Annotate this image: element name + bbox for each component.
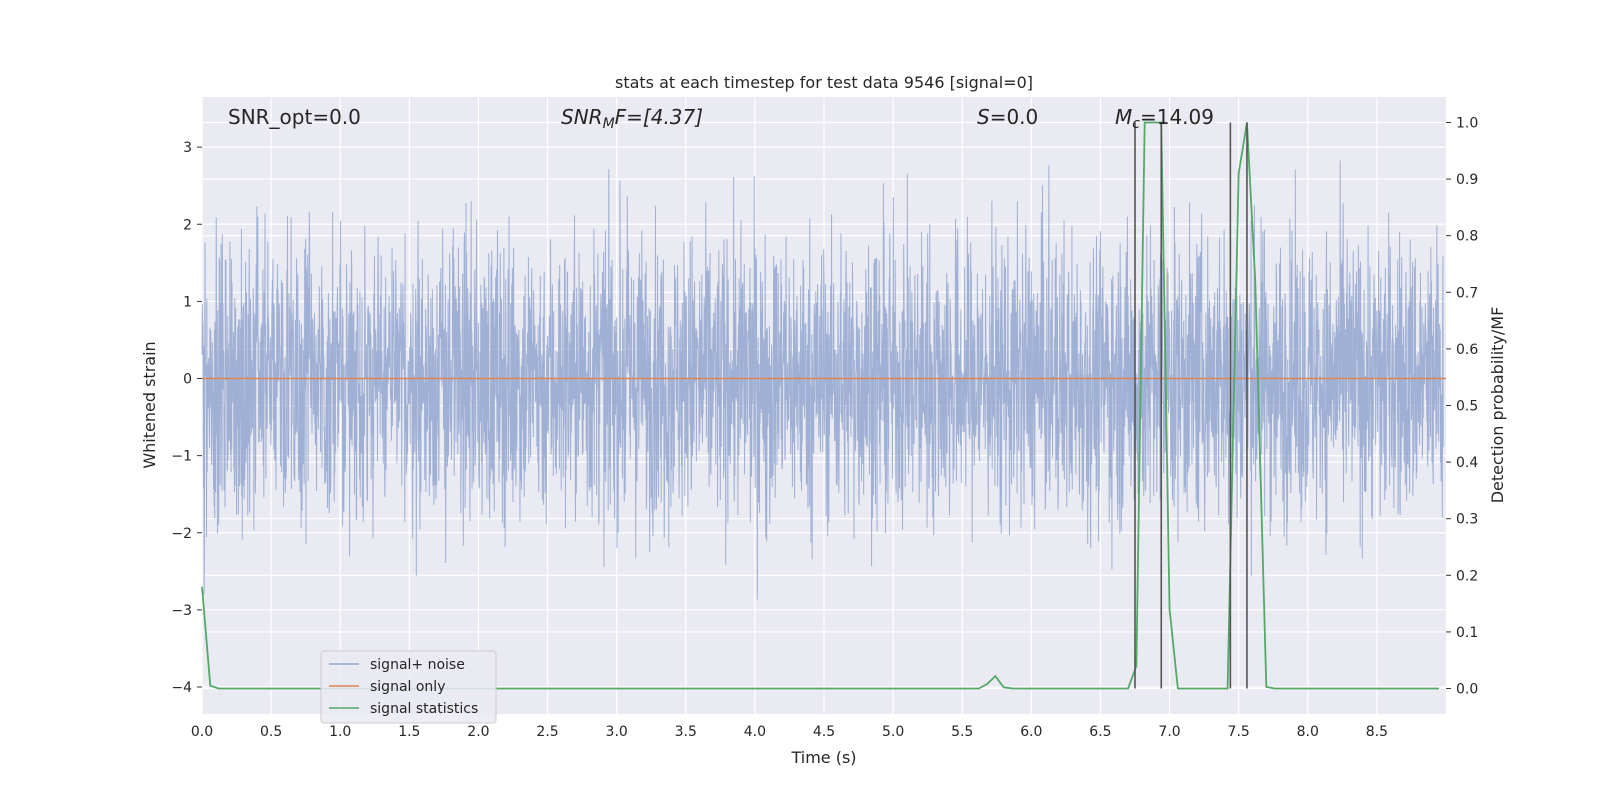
signal-statistics-line [201, 121, 1440, 690]
annotation-mc: Mc=14.09 [1115, 105, 1214, 132]
annotation-s-main: S [977, 105, 990, 129]
x-axis-label: Time (s) [790, 748, 856, 767]
legend: signal+ noise signal only signal statist… [320, 650, 497, 724]
x-tick-label: 0.5 [260, 724, 282, 740]
y2-tick-label: 0.1 [1456, 625, 1478, 641]
annotation-s: S=0.0 [977, 105, 1038, 129]
x-tick-label: 1.5 [398, 724, 420, 740]
y2-tick-label: 0.4 [1456, 455, 1478, 471]
y-tick-label: 3 [183, 140, 192, 156]
chart-title: stats at each timestep for test data 954… [615, 73, 1033, 92]
annotation-mc-rest: =14.09 [1140, 105, 1214, 129]
x-tick-label: 6.0 [1020, 724, 1042, 740]
annotation-snr-mf-rest: F=[4.37] [615, 105, 703, 129]
x-tick-label: 4.0 [744, 724, 766, 740]
x-tick-label: 3.0 [606, 724, 628, 740]
x-tick-label: 2.5 [536, 724, 558, 740]
signal-noise-line [201, 160, 1444, 600]
y2-tick-label: 1.0 [1456, 115, 1478, 131]
x-tick-label: 1.0 [329, 724, 351, 740]
y-axis-label: Whitened strain [140, 341, 159, 468]
annotation-mc-sub: c [1132, 116, 1140, 132]
annotation-mc-main: M [1115, 105, 1132, 129]
series-lines [201, 121, 1446, 690]
y2-tick-label: 0.5 [1456, 399, 1478, 415]
annotation-snr-mf-main: SNR [561, 105, 603, 129]
y2-tick-label: 0.3 [1456, 512, 1478, 528]
x-tick-label: 4.5 [813, 724, 835, 740]
y2-tick-label: 0.7 [1456, 285, 1478, 301]
y2-tick-label: 0.6 [1456, 342, 1478, 358]
y2-tick-label: 0.0 [1456, 682, 1478, 698]
x-tick-label: 6.5 [1089, 724, 1111, 740]
x-tick-label: 7.0 [1158, 724, 1180, 740]
legend-label-signal-only: signal only [370, 679, 445, 695]
annotation-snr-mf: SNRMF=[4.37] [561, 105, 703, 132]
x-tick-label: 0.0 [191, 724, 213, 740]
x-tick-label: 7.5 [1228, 724, 1250, 740]
y2-tick-label: 0.8 [1456, 229, 1478, 245]
legend-label-signal-noise: signal+ noise [370, 657, 465, 673]
x-tick-label: 5.0 [882, 724, 904, 740]
y-tick-label: −3 [171, 603, 192, 619]
legend-label-signal-statistics: signal statistics [370, 701, 478, 717]
annotation-snr-mf-sub: M [603, 116, 615, 132]
vertical-markers [1134, 122, 1248, 689]
y2-tick-label: 0.9 [1456, 172, 1478, 188]
series-signal-noise [201, 160, 1444, 600]
y-tick-label: −4 [171, 680, 192, 696]
y-tick-label: −2 [171, 526, 192, 542]
legend-box [320, 650, 497, 724]
y2-axis-label: Detection probability/MF [1488, 307, 1507, 504]
y-tick-label: 0 [183, 372, 192, 388]
x-tick-label: 3.5 [675, 724, 697, 740]
x-tick-label: 5.5 [951, 724, 973, 740]
y-tick-label: 2 [183, 217, 192, 233]
x-tick-label: 8.5 [1366, 724, 1388, 740]
y-tick-label: 1 [183, 294, 192, 310]
annotation-snr-opt: SNR_opt=0.0 [228, 105, 361, 129]
annotation-s-rest: =0.0 [990, 105, 1039, 129]
axes: 0.0 0.5 1.0 1.5 2.0 2.5 3.0 3.5 4.0 4.5 5.0 5.5 6.0 6… [171, 115, 1478, 740]
y-tick-label: −1 [171, 449, 192, 465]
x-tick-label: 2.0 [467, 724, 489, 740]
x-tick-label: 8.0 [1297, 724, 1319, 740]
y2-tick-label: 0.2 [1456, 568, 1478, 584]
